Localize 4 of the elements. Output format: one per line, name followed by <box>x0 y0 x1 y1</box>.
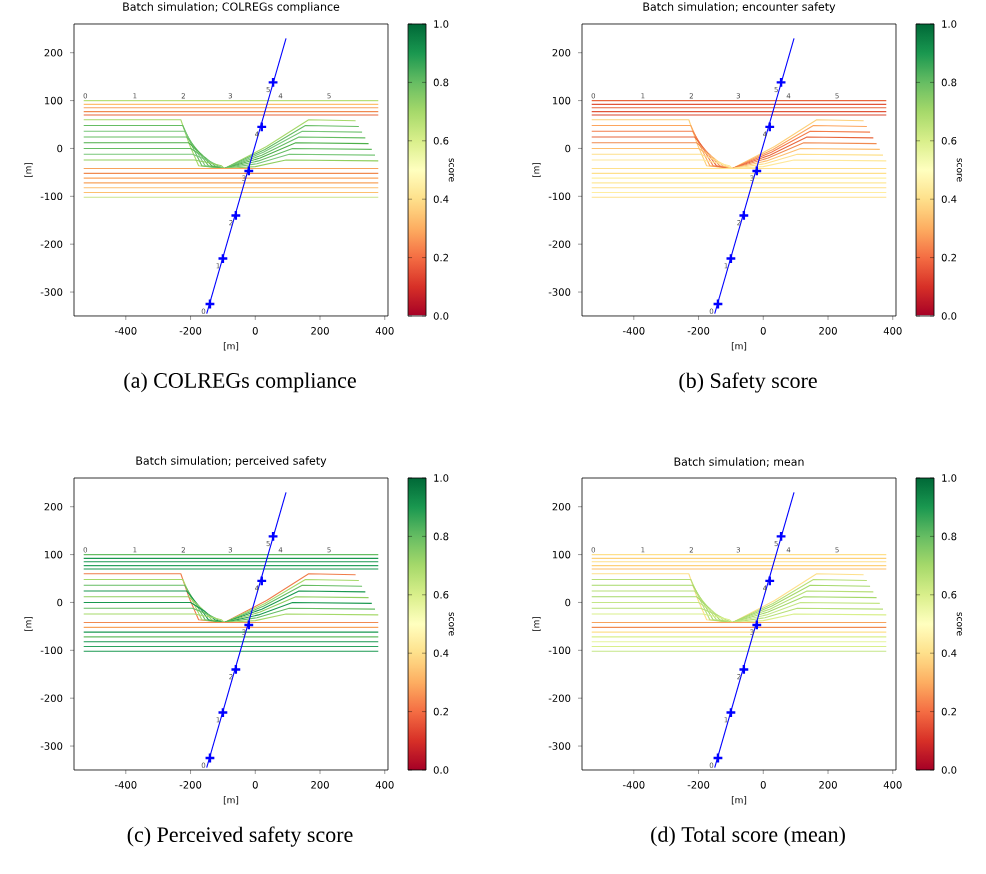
text: (c) Perceived safety score <box>127 826 353 847</box>
text: (a) COLREGs compliance <box>124 372 356 393</box>
text: (d) Total score (mean) <box>651 826 845 847</box>
text: (b) Safety score <box>679 372 817 393</box>
